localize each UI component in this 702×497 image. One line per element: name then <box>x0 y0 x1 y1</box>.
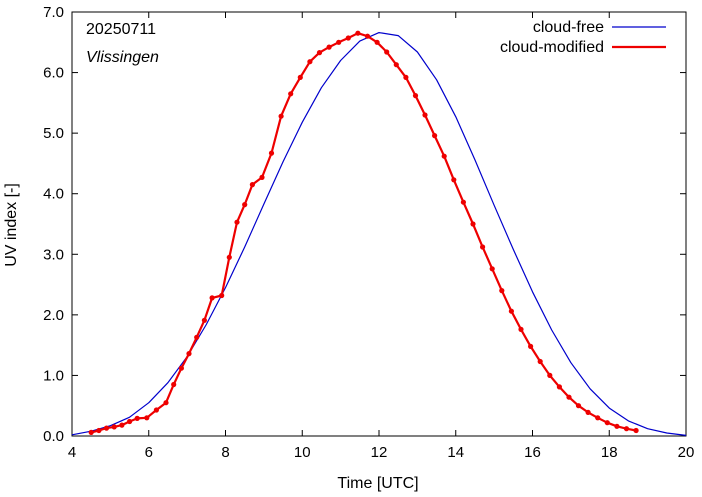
data-point-cloud-modified <box>194 334 200 340</box>
series-lines <box>71 30 687 436</box>
y-tick-label: 0.0 <box>43 428 64 445</box>
data-point-cloud-modified <box>566 394 572 400</box>
data-point-cloud-modified <box>119 422 125 428</box>
data-point-cloud-modified <box>623 426 630 432</box>
data-point-cloud-modified <box>528 343 534 349</box>
data-point-cloud-modified <box>242 202 248 208</box>
data-point-cloud-modified <box>178 365 184 371</box>
x-tick-label: 4 <box>68 444 76 461</box>
data-point-cloud-modified <box>103 425 110 431</box>
date-annotation: 20250711 <box>86 21 156 38</box>
x-tick-label: 10 <box>294 444 311 461</box>
data-point-cloud-modified <box>111 424 117 430</box>
data-point-cloud-modified <box>249 182 255 188</box>
x-tick-label: 16 <box>524 444 541 461</box>
data-point-cloud-modified <box>422 112 428 118</box>
data-point-cloud-modified <box>201 317 207 323</box>
y-tick-label: 5.0 <box>43 125 64 142</box>
data-point-cloud-modified <box>508 308 514 314</box>
data-point-cloud-modified <box>489 266 495 272</box>
data-point-cloud-modified <box>144 415 150 421</box>
x-tick-label: 18 <box>601 444 618 461</box>
legend: cloud-free cloud-modified <box>500 19 666 56</box>
data-point-cloud-modified <box>163 400 169 406</box>
axis-tick-labels: 4 6 8 10 12 14 16 18 20 0.0 1.0 2.0 3.0 4.0 5.0 6.0 7.0 <box>43 4 694 461</box>
data-point-cloud-modified <box>88 429 94 435</box>
x-tick-label: 12 <box>371 444 388 461</box>
data-point-cloud-modified <box>316 50 323 56</box>
y-axis-label: UV index [-] <box>3 183 20 267</box>
data-point-cloud-modified <box>403 74 409 80</box>
data-point-cloud-modified <box>209 295 215 301</box>
legend-label-cloud-free: cloud-free <box>533 19 604 36</box>
station-annotation: Vlissingen <box>86 49 159 66</box>
data-point-cloud-modified <box>575 403 582 409</box>
data-point-cloud-modified <box>153 407 159 413</box>
data-point-cloud-modified <box>604 420 610 426</box>
data-point-cloud-modified <box>127 418 133 425</box>
legend-label-cloud-modified: cloud-modified <box>500 39 604 56</box>
y-tick-label: 7.0 <box>43 4 64 21</box>
data-point-cloud-modified <box>268 150 275 156</box>
data-point-cloud-modified <box>234 219 240 225</box>
data-point-cloud-modified <box>556 384 563 390</box>
data-point-cloud-modified <box>384 49 390 55</box>
y-tick-label: 3.0 <box>43 246 64 263</box>
data-point-cloud-modified <box>307 59 313 65</box>
data-point-cloud-modified <box>633 427 639 434</box>
data-point-cloud-modified <box>134 415 140 421</box>
data-point-cloud-modified <box>393 62 399 68</box>
data-point-cloud-modified <box>288 91 294 97</box>
data-point-cloud-modified <box>460 199 466 205</box>
x-tick-label: 6 <box>145 444 153 461</box>
data-point-cloud-modified <box>412 93 419 99</box>
x-tick-label: 20 <box>678 444 695 461</box>
y-tick-label: 4.0 <box>43 186 64 203</box>
y-tick-label: 1.0 <box>43 367 64 384</box>
data-point-cloud-modified <box>345 35 351 41</box>
data-point-cloud-modified <box>470 221 476 227</box>
y-tick-label: 6.0 <box>43 65 64 82</box>
plot-border <box>71 11 687 437</box>
data-point-cloud-modified <box>355 30 361 36</box>
x-axis-label: Time [UTC] <box>337 475 418 492</box>
y-tick-label: 2.0 <box>43 307 64 324</box>
data-point-cloud-modified <box>171 381 177 388</box>
data-point-cloud-modified <box>451 177 457 183</box>
data-point-cloud-modified <box>259 174 265 180</box>
data-point-cloud-modified <box>278 113 284 119</box>
data-point-cloud-modified <box>441 153 447 159</box>
data-point-cloud-modified <box>297 74 303 80</box>
data-point-cloud-modified <box>96 427 102 434</box>
series-line-cloud-modified <box>90 32 637 434</box>
plot-frame <box>71 11 687 437</box>
data-point-cloud-modified <box>480 244 486 250</box>
data-point-cloud-modified <box>547 372 553 378</box>
data-point-cloud-modified <box>595 415 601 421</box>
data-point-cloud-modified <box>219 292 225 299</box>
axis-ticks <box>71 11 687 437</box>
data-point-cloud-modified <box>499 288 505 294</box>
x-tick-label: 14 <box>447 444 464 461</box>
data-point-cloud-modified <box>326 44 332 50</box>
data-point-cloud-modified <box>186 351 192 357</box>
data-point-cloud-modified <box>518 326 524 332</box>
data-point-cloud-modified <box>432 133 438 139</box>
data-point-cloud-modified <box>374 39 380 45</box>
data-point-cloud-modified <box>336 39 342 45</box>
data-point-cloud-modified <box>585 409 591 415</box>
data-point-cloud-modified <box>226 254 232 260</box>
data-point-cloud-modified <box>614 423 620 429</box>
series-line-cloud-free <box>71 31 687 436</box>
x-tick-label: 8 <box>221 444 229 461</box>
data-point-cloud-modified <box>537 358 543 365</box>
data-point-cloud-modified <box>364 33 371 39</box>
